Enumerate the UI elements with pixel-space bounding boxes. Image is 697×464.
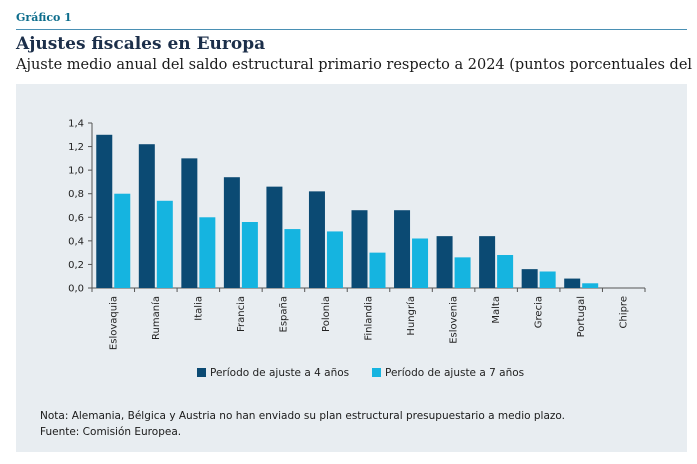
bar-4-years	[564, 278, 581, 288]
bar-4-years	[436, 236, 453, 288]
category-label: Finlandia	[364, 296, 375, 341]
bar-4-years	[266, 186, 283, 288]
category-label: Chipre	[619, 296, 630, 329]
bar-7-years	[539, 271, 556, 288]
category-label: Rumanía	[150, 296, 162, 340]
category-label: España	[278, 296, 289, 332]
bar-7-years	[199, 217, 216, 288]
notes: Nota: Alemania, Bélgica y Austria no han…	[40, 408, 565, 440]
y-tick-label: 1,2	[68, 142, 84, 153]
y-tick-label: 1,4	[68, 119, 84, 130]
category-label: Eslovaquia	[108, 296, 119, 350]
category-label: Malta	[491, 296, 502, 324]
bar-7-years	[241, 222, 258, 288]
bar-4-years	[96, 134, 113, 288]
y-tick-label: 1,0	[68, 166, 84, 177]
bar-7-years	[369, 252, 386, 288]
header-rule	[16, 29, 687, 30]
category-label: Polonia	[321, 296, 332, 332]
chart-note: Nota: Alemania, Bélgica y Austria no han…	[40, 410, 565, 422]
bar-7-years	[582, 283, 599, 288]
bar-4-years	[181, 158, 198, 288]
chart-source: Fuente: Comisión Europea.	[40, 426, 182, 438]
y-tick-label: 0,4	[68, 236, 84, 247]
bar-4-years	[138, 144, 155, 288]
bar-7-years	[156, 200, 173, 288]
y-tick-label: 0,6	[68, 213, 84, 224]
chart-title: Ajustes fiscales en Europa	[16, 34, 266, 54]
bar-4-years	[223, 177, 240, 288]
legend-swatch-4-years	[197, 368, 206, 377]
bar-4-years	[394, 210, 411, 288]
bar-7-years	[114, 193, 131, 288]
bar-4-years	[351, 210, 368, 288]
bar-7-years	[497, 255, 514, 288]
legend-label-4-years: Período de ajuste a 4 años	[210, 367, 349, 379]
bar-7-years	[284, 229, 301, 288]
bar-7-years	[326, 231, 343, 288]
legend-label-7-years: Período de ajuste a 7 años	[385, 367, 524, 379]
category-label: Italia	[193, 296, 204, 321]
category-label: Grecia	[534, 296, 545, 328]
category-label: Hungría	[405, 296, 417, 336]
legend-swatch-7-years	[372, 368, 381, 377]
bar-4-years	[479, 236, 496, 288]
category-label: Portugal	[576, 296, 587, 337]
bar-7-years	[412, 238, 429, 288]
y-tick-label: 0,0	[68, 284, 84, 295]
figure-label: Gráfico 1	[16, 11, 72, 24]
y-tick-label: 0,2	[68, 260, 84, 271]
bar-4-years	[308, 191, 325, 288]
y-tick-label: 0,8	[68, 189, 84, 200]
bar-4-years	[521, 269, 538, 288]
category-label: Eslovenia	[449, 296, 460, 344]
bar-7-years	[454, 257, 471, 288]
category-label: Francia	[236, 296, 247, 332]
chart-subtitle: Ajuste medio anual del saldo estructural…	[16, 57, 697, 73]
